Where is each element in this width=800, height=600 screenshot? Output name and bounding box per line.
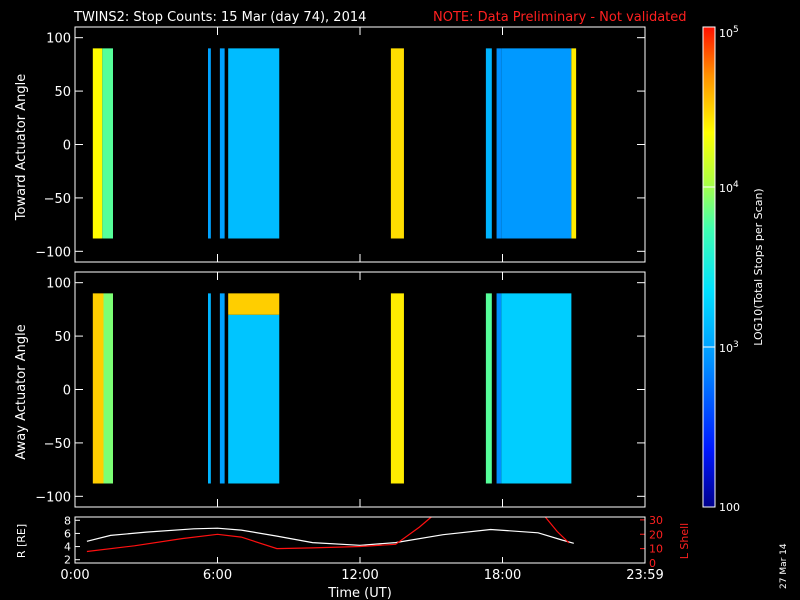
heatmap-segment <box>228 314 280 484</box>
heatmap-segment <box>103 293 113 484</box>
heatmap-segment <box>501 48 572 239</box>
heatmap-segment <box>501 293 572 484</box>
y-tick-label: 50 <box>54 85 71 100</box>
heatmap-segment <box>219 293 225 484</box>
colorbar-tick-label: 104 <box>719 180 739 195</box>
lshell-tick-label: 20 <box>649 528 663 541</box>
toward-panel-frame <box>74 26 646 263</box>
heatmap-segment <box>208 293 211 484</box>
preliminary-note: NOTE: Data Preliminary - Not validated <box>433 10 687 25</box>
r-axis-label: R [RE] <box>15 524 28 558</box>
orbit-series-line <box>86 516 432 553</box>
x-tick-label: 12:00 <box>341 568 378 583</box>
y-tick-label: −50 <box>44 437 71 452</box>
r-tick-label: 6 <box>64 527 71 540</box>
orbit-series-line <box>544 516 570 544</box>
x-tick-label: 23:59 <box>626 568 663 583</box>
lshell-tick-label: 10 <box>649 543 663 556</box>
orbit-panel-frame <box>74 516 646 564</box>
y-tick-label: 100 <box>46 32 71 47</box>
colorbar-tick-label: 100 <box>719 501 740 514</box>
y-tick-label: −100 <box>35 490 71 505</box>
y-tick-label: −50 <box>44 192 71 207</box>
lshell-tick-label: 0 <box>649 557 656 570</box>
generation-date: 27 Mar 14 <box>779 543 789 589</box>
heatmap-segment <box>228 293 280 315</box>
colorbar-label: LOG10(Total Stops per Scan) <box>752 188 765 345</box>
away-panel-frame <box>74 271 646 508</box>
heatmap-segment <box>219 48 225 239</box>
y-tick-label: 0 <box>63 384 71 399</box>
toward-actuator-panel: −100 −50 0 50 100 <box>35 27 646 262</box>
away-actuator-panel: −100 −50 0 50 100 <box>35 272 646 507</box>
colorbar-tick-label: 105 <box>719 25 739 40</box>
heatmap-segment <box>390 293 404 484</box>
colorbar-tick-label: 103 <box>719 340 739 355</box>
r-tick-label: 4 <box>64 541 71 554</box>
orbit-series-line <box>86 527 574 546</box>
away-ylabel: Away Actuator Angle <box>14 324 29 459</box>
heatmap-segment <box>228 48 280 239</box>
heatmap-segment <box>390 48 404 239</box>
heatmap-segment <box>102 48 113 239</box>
y-tick-label: 50 <box>54 330 71 345</box>
x-tick-label: 6:00 <box>203 568 232 583</box>
x-tick-label: 0:00 <box>60 568 89 583</box>
chart-title: TWINS2: Stop Counts: 15 Mar (day 74), 20… <box>73 10 366 25</box>
colorbar <box>702 26 716 508</box>
toward-ylabel: Toward Actuator Angle <box>14 74 29 221</box>
y-tick-label: −100 <box>35 245 71 260</box>
heatmap-segment <box>496 48 502 239</box>
x-axis-label: Time (UT) <box>327 586 392 600</box>
heatmap-segment <box>496 293 502 484</box>
heatmap-segment <box>485 48 492 239</box>
lshell-tick-label: 30 <box>649 514 663 527</box>
heatmap-segment <box>571 48 577 239</box>
y-tick-label: 100 <box>46 277 71 292</box>
r-tick-label: 8 <box>64 514 71 527</box>
heatmap-segment <box>92 48 103 239</box>
r-tick-label: 2 <box>64 554 71 567</box>
heatmap-segment <box>92 293 104 484</box>
y-tick-label: 0 <box>63 139 71 154</box>
heatmap-segment <box>208 48 211 239</box>
x-tick-label: 18:00 <box>484 568 521 583</box>
heatmap-segment <box>485 293 492 484</box>
lshell-axis-label: L Shell <box>678 523 691 559</box>
